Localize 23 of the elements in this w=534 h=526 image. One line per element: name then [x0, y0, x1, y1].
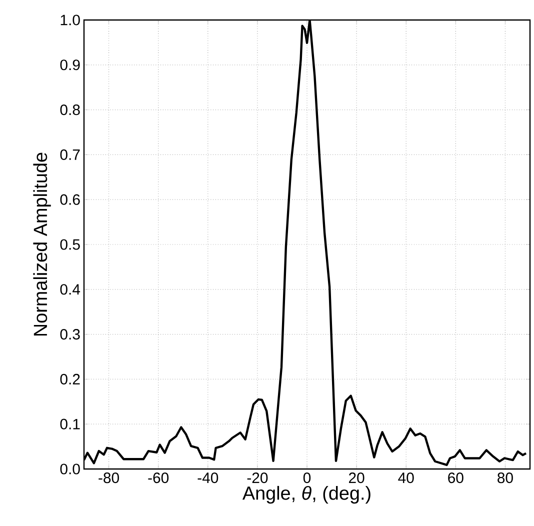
- line-series: [84, 20, 528, 466]
- y-tick-label: 0.5: [60, 239, 80, 250]
- y-tick-label: 0.1: [60, 418, 80, 430]
- y-tick-label: 0.2: [60, 374, 80, 384]
- x-tick-label: 80: [498, 472, 513, 484]
- y-tick-label: 0.3: [60, 329, 80, 340]
- y-tick-label: 0.8: [60, 104, 80, 116]
- y-tick-label: 0.6: [60, 194, 80, 205]
- x-tick-label: -20: [247, 472, 268, 484]
- x-tick-label: 20: [348, 472, 364, 484]
- x-tick-label: -80: [98, 472, 119, 484]
- y-axis-title: Normalized Amplitude: [33, 152, 51, 336]
- x-tick-label: 0: [303, 472, 311, 484]
- y-tick-label: 0.9: [60, 60, 80, 70]
- x-tick-label: 40: [398, 472, 414, 484]
- x-tick-label: -60: [148, 472, 169, 484]
- y-tick-label: 0.0: [60, 464, 80, 474]
- x-tick-label: -40: [198, 472, 218, 484]
- y-tick-label: 0.7: [60, 149, 80, 160]
- x-axis-title: Angle, θ, (deg.): [242, 486, 370, 504]
- x-tick-label: 60: [448, 472, 464, 484]
- y-tick-label: 1.0: [60, 14, 80, 26]
- y-tick-label: 0.4: [60, 284, 80, 295]
